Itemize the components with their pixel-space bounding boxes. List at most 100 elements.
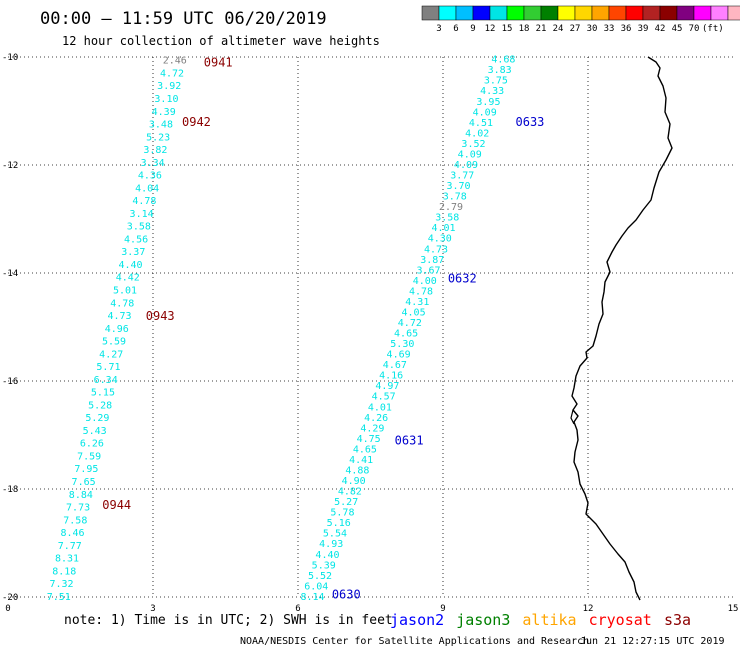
wave-height-label: 4.96: [105, 324, 129, 335]
timestamp-text: Jun 21 12:27:15 UTC 2019: [580, 636, 725, 647]
wave-height-label: 3.58: [127, 222, 151, 233]
wave-height-label: 6.26: [80, 439, 104, 450]
wave-height-label: 4.72: [398, 318, 422, 329]
scale-swatch: [710, 5, 729, 21]
scale-swatch: [608, 5, 627, 21]
wave-height-label: 4.42: [116, 273, 140, 284]
wave-height-label: 4.67: [383, 360, 407, 371]
wave-height-label: 4.56: [124, 234, 148, 245]
wave-height-label: 4.40: [119, 260, 143, 271]
credit-text: NOAA/NESDIS Center for Satellite Applica…: [240, 636, 589, 647]
wave-height-label: 4.09: [458, 149, 482, 160]
wave-height-label: 8.84: [69, 490, 93, 501]
wave-height-label: 5.16: [327, 518, 351, 529]
map-title: 00:00 – 11:59 UTC 06/20/2019: [40, 9, 327, 29]
wave-height-label: 8.18: [52, 566, 76, 577]
wave-height-label: 4.26: [364, 413, 388, 424]
wave-height-label: 7.51: [47, 592, 71, 603]
scale-swatch: [506, 5, 525, 21]
wave-height-label: 4.65: [353, 444, 377, 455]
satellite-name: s3a: [664, 611, 691, 629]
wave-height-label: 3.37: [121, 247, 145, 258]
wave-height-label: 7.77: [58, 541, 82, 552]
wave-height-label: 4.01: [368, 402, 392, 413]
scale-swatch: [421, 5, 440, 21]
pass-label: 0944: [102, 498, 131, 512]
wave-height-label: 5.15: [91, 388, 115, 399]
scale-unit: (ft): [702, 24, 724, 34]
wave-height-label: 3.58: [435, 213, 459, 224]
coastline: [571, 56, 673, 601]
wave-height-label: 3.52: [461, 139, 485, 150]
satellite-name: jason2: [390, 611, 444, 629]
map-subtitle: 12 hour collection of altimeter wave hei…: [62, 34, 380, 48]
scale-swatch: [489, 5, 508, 21]
wave-height-label: 4.31: [405, 297, 429, 308]
wave-height-label: 3.67: [417, 265, 441, 276]
scale-swatch: [591, 5, 610, 21]
wave-height-label: 4.78: [409, 286, 433, 297]
pass-labels: 0941 0942 0943 0944 0633 0632 0631 0630: [102, 55, 544, 601]
scale-swatch: [557, 5, 576, 21]
wave-height-label: 4.88: [345, 465, 369, 476]
wave-height-label: 4.16: [379, 371, 403, 382]
scale-label: 6: [453, 24, 458, 34]
x-tick-label: 6: [295, 604, 300, 614]
wave-height-label: 7.95: [74, 464, 98, 475]
wave-height-label: 4.01: [431, 223, 455, 234]
scale-swatch: [693, 5, 712, 21]
scale-label: 24: [553, 24, 564, 34]
wave-height-label: 4.97: [375, 381, 399, 392]
wave-height-label: 2.79: [439, 202, 463, 213]
wave-height-label: 4.90: [342, 476, 366, 487]
x-tick-label: 9: [440, 604, 445, 614]
wave-height-label: 5.29: [85, 413, 109, 424]
scale-swatch: [540, 5, 559, 21]
scale-swatch: [642, 5, 661, 21]
wave-height-label: 7.65: [72, 477, 96, 488]
wave-height-label: 5.23: [146, 132, 170, 143]
wave-height-label: 3.87: [420, 255, 444, 266]
satellite-legend: jason2 jason3 altika cryosat s3a: [390, 611, 691, 629]
scale-label: 36: [621, 24, 632, 34]
wave-height-label: 3.14: [130, 209, 154, 220]
wave-height-label: 5.28: [88, 400, 112, 411]
wave-height-label: 4.09: [473, 107, 497, 118]
wave-height-label: 3.82: [143, 145, 167, 156]
wave-height-label: 3.48: [149, 120, 173, 131]
scale-swatch: [659, 5, 678, 21]
scale-label: 42: [655, 24, 666, 34]
wave-height-label: 8.31: [55, 554, 79, 565]
wave-height-label: 7.73: [66, 503, 90, 514]
pass-label: 0942: [182, 115, 211, 129]
wave-height-label: 7.58: [63, 515, 87, 526]
wave-height-label: 8.46: [61, 528, 85, 539]
scale-label: 39: [638, 24, 649, 34]
scale-label: 15: [502, 24, 513, 34]
x-tick-label: 3: [150, 604, 155, 614]
scale-label: 18: [519, 24, 530, 34]
wave-height-label: 3.95: [476, 97, 500, 108]
scale-label: 21: [536, 24, 547, 34]
wave-height-label: 5.39: [312, 560, 336, 571]
wave-height-label: 3.70: [446, 181, 470, 192]
x-tick-label: 0: [5, 604, 10, 614]
wave-height-label: 3.92: [157, 81, 181, 92]
x-tick-label: 12: [583, 604, 594, 614]
scale-swatch: [676, 5, 695, 21]
wave-height-label: 4.51: [469, 118, 493, 129]
wave-height-label: 5.78: [330, 508, 354, 519]
wave-height-label: 7.32: [49, 579, 73, 590]
wave-height-label: 4.57: [372, 392, 396, 403]
wave-height-label: 4.29: [360, 423, 384, 434]
wave-height-label: 4.75: [357, 434, 381, 445]
scale-swatch: [523, 5, 542, 21]
scale-label: 33: [604, 24, 615, 34]
satellite-name: altika: [522, 611, 576, 629]
satellite-name: jason3: [456, 611, 510, 629]
y-tick-label: -10: [2, 53, 18, 63]
wave-height-label: 6.34: [94, 375, 118, 386]
pass-label: 0943: [146, 309, 175, 323]
wave-height-label: 4.05: [402, 307, 426, 318]
